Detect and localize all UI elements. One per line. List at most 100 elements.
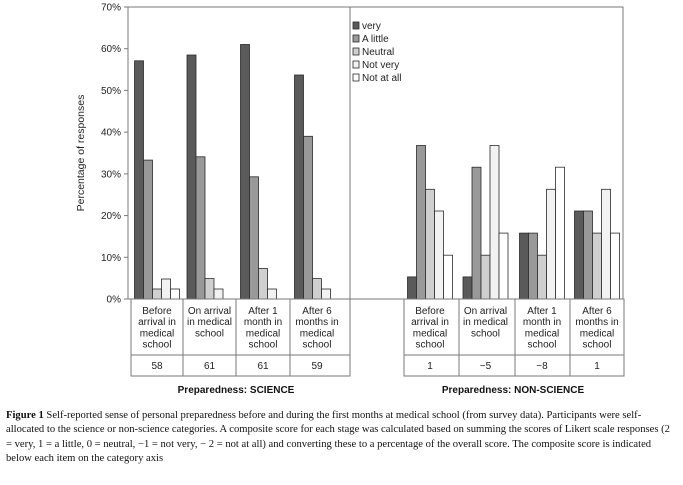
legend-label: Not very (362, 60, 399, 71)
figure-caption: Figure 1 Self-reported sense of personal… (6, 409, 678, 467)
bar-not-very (321, 288, 331, 300)
bar-not-at-all (498, 232, 509, 300)
category-label: school (143, 340, 172, 351)
category-label: On arrival (464, 306, 507, 317)
y-tick-label: 0% (107, 295, 122, 306)
category-label: school (303, 340, 332, 351)
composite-score: 1 (427, 361, 433, 372)
composite-score: 59 (311, 361, 323, 372)
caption-text: Self-reported sense of personal prepared… (6, 410, 670, 465)
y-tick-label: 20% (101, 211, 121, 222)
category-label: After 6 (582, 306, 612, 317)
bar-not-at-all (443, 254, 453, 300)
group-label: Preparedness: SCIENCE (178, 385, 295, 396)
bar-neutral (592, 232, 602, 300)
bar-not-very (546, 188, 556, 300)
bars (134, 44, 620, 300)
bar-a-little (195, 156, 206, 300)
bar-very (407, 276, 417, 300)
legend-label: Not at all (362, 73, 401, 84)
category-label: Before (415, 306, 445, 317)
bar-neutral (204, 278, 215, 300)
category-label: medical (140, 328, 174, 339)
bar-a-little (416, 145, 426, 300)
category-label: arrival in (138, 317, 176, 328)
bar-neutral (480, 254, 491, 300)
y-axis: 0% 10% 20% 30% 40% 50% 60% 70% (101, 3, 128, 306)
category-label: arrival in (411, 317, 449, 328)
category-label: in medical (187, 317, 232, 328)
bar-not-very (161, 278, 171, 300)
category-label: months in (575, 317, 618, 328)
bar-chart: 0% 10% 20% 30% 40% 50% 60% 70% Percentage of re… (75, 3, 625, 396)
bar-neutral (537, 254, 547, 300)
bar-very (574, 210, 584, 300)
category-label: medical (580, 328, 614, 339)
bar-not-at-all (610, 232, 620, 300)
y-axis-label: Percentage of responses (75, 95, 87, 212)
category-table-border (403, 298, 625, 377)
category-table-border (130, 298, 351, 377)
bar-not-very (489, 145, 500, 300)
y-tick-label: 70% (101, 3, 121, 14)
bar-neutral (312, 278, 322, 300)
y-tick-label: 10% (101, 253, 121, 264)
legend-label: very (362, 21, 381, 32)
bar-not-at-all (170, 288, 180, 300)
bar-very (519, 232, 529, 300)
bar-very (294, 74, 304, 300)
legend-label: A little (362, 34, 389, 45)
legend-swatch (352, 21, 360, 30)
category-label: months in (295, 317, 338, 328)
bar-not-at-all (555, 166, 565, 300)
category-label: After 1 (527, 306, 557, 317)
category-label: month in (244, 317, 282, 328)
y-tick-label: 60% (101, 44, 121, 55)
category-label: school (583, 340, 612, 351)
bar-neutral (425, 188, 435, 300)
bar-a-little (143, 159, 153, 300)
y-tick-label: 50% (101, 86, 121, 97)
bar-a-little (528, 232, 538, 300)
category-label: After 1 (248, 306, 278, 317)
legend-swatch (352, 34, 360, 43)
legend-swatch (352, 73, 360, 82)
composite-score: 58 (151, 361, 163, 372)
category-label: medical (246, 328, 280, 339)
bar-very (186, 54, 197, 300)
legend-swatch (352, 60, 360, 69)
composite-score: −5 (480, 361, 492, 372)
bar-not-very (213, 288, 224, 300)
composite-score: 1 (594, 361, 600, 372)
category-label: in medical (463, 317, 508, 328)
bar-a-little (471, 166, 482, 300)
composite-score: 61 (257, 361, 269, 372)
bar-very (240, 44, 250, 300)
category-label: school (195, 328, 224, 339)
y-tick-label: 40% (101, 128, 121, 139)
y-tick-label: 30% (101, 169, 121, 180)
bar-neutral (258, 268, 268, 300)
bar-not-very (267, 288, 277, 300)
bar-very (462, 276, 473, 300)
legend-box (351, 18, 411, 86)
category-label: medical (300, 328, 334, 339)
bar-not-very (601, 188, 611, 300)
bar-a-little (249, 176, 259, 300)
legend-label: Neutral (362, 47, 394, 58)
category-label: school (416, 340, 445, 351)
bar-neutral (152, 288, 162, 300)
category-label: On arrival (188, 306, 231, 317)
legend: very A little Neutral Not very Not at all (351, 18, 411, 86)
category-label: medical (413, 328, 447, 339)
category-label: school (249, 340, 278, 351)
caption-label: Figure 1 (6, 410, 44, 421)
category-label: school (471, 328, 500, 339)
category-label: medical (525, 328, 559, 339)
composite-score: 61 (204, 361, 216, 372)
category-label: school (528, 340, 557, 351)
category-label: After 6 (302, 306, 332, 317)
bar-a-little (583, 210, 593, 300)
bar-not-very (434, 210, 444, 300)
